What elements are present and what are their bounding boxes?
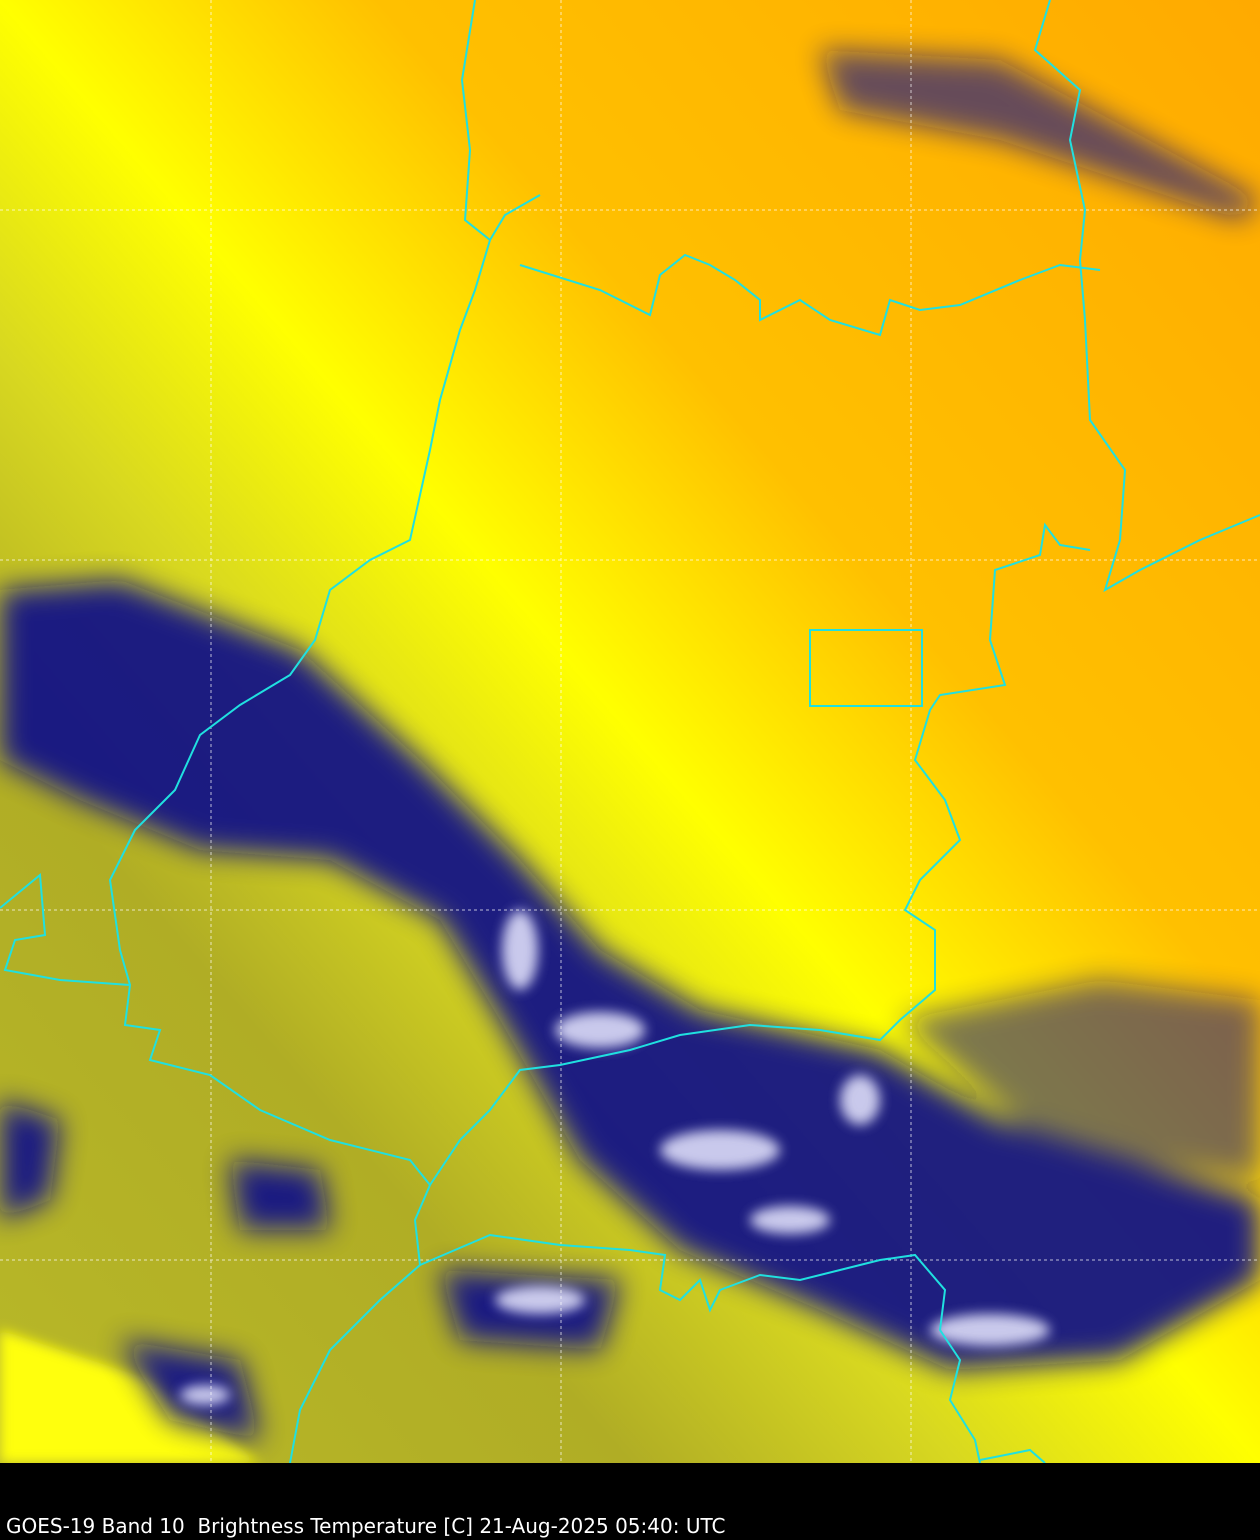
gridlines <box>0 0 1260 1463</box>
satellite-image <box>0 0 1260 1463</box>
bottom-left-warm-area <box>0 1330 260 1463</box>
cold-cloud-band <box>0 50 1260 1440</box>
political-borders <box>0 0 1260 1463</box>
coldest-cloud-tops <box>180 910 1050 1405</box>
image-caption: GOES-19 Band 10 Brightness Temperature [… <box>6 1514 726 1538</box>
